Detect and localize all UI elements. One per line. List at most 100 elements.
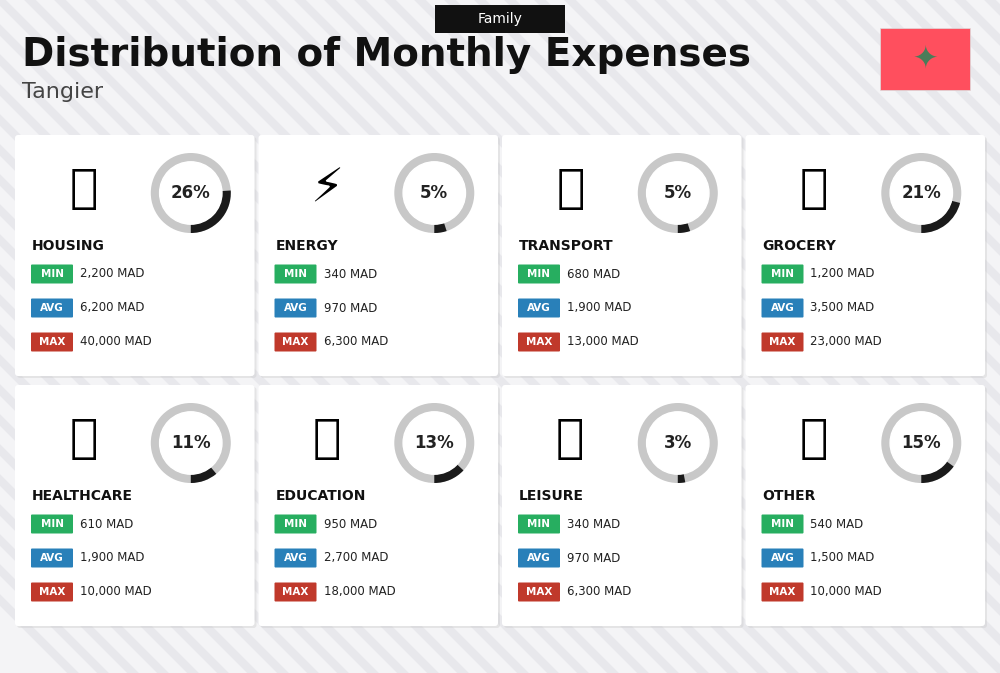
Text: MAX: MAX [39, 587, 65, 597]
Circle shape [647, 162, 709, 224]
FancyBboxPatch shape [274, 332, 316, 351]
Text: 5%: 5% [664, 184, 692, 202]
FancyBboxPatch shape [762, 583, 804, 602]
Text: TRANSPORT: TRANSPORT [519, 239, 614, 253]
FancyBboxPatch shape [518, 514, 560, 534]
Text: MAX: MAX [769, 337, 796, 347]
Wedge shape [638, 153, 718, 233]
FancyBboxPatch shape [274, 514, 316, 534]
FancyBboxPatch shape [504, 387, 744, 628]
Wedge shape [394, 153, 474, 233]
Wedge shape [638, 403, 718, 483]
Text: HEALTHCARE: HEALTHCARE [32, 489, 133, 503]
FancyBboxPatch shape [746, 135, 985, 376]
FancyBboxPatch shape [258, 135, 498, 376]
Circle shape [890, 162, 952, 224]
Text: OTHER: OTHER [763, 489, 816, 503]
Text: MIN: MIN [40, 269, 64, 279]
Text: 2,700 MAD: 2,700 MAD [324, 551, 388, 565]
Text: ENERGY: ENERGY [276, 239, 338, 253]
Text: 540 MAD: 540 MAD [810, 518, 864, 530]
FancyBboxPatch shape [762, 548, 804, 567]
Text: 10,000 MAD: 10,000 MAD [80, 586, 152, 598]
Text: 680 MAD: 680 MAD [567, 267, 620, 281]
FancyBboxPatch shape [435, 5, 565, 33]
FancyBboxPatch shape [274, 548, 316, 567]
Text: 5%: 5% [420, 184, 448, 202]
Wedge shape [151, 403, 231, 483]
FancyBboxPatch shape [31, 299, 73, 318]
Text: AVG: AVG [40, 553, 64, 563]
Text: MIN: MIN [40, 519, 64, 529]
Text: 3,500 MAD: 3,500 MAD [810, 302, 875, 314]
Text: 21%: 21% [901, 184, 941, 202]
FancyBboxPatch shape [502, 385, 742, 626]
Text: 15%: 15% [901, 434, 941, 452]
Text: MAX: MAX [526, 337, 552, 347]
Wedge shape [678, 223, 690, 233]
Text: 13%: 13% [414, 434, 454, 452]
Text: 340 MAD: 340 MAD [567, 518, 620, 530]
Text: 3%: 3% [664, 434, 692, 452]
Text: Family: Family [478, 12, 522, 26]
Text: GROCERY: GROCERY [763, 239, 836, 253]
Text: MIN: MIN [528, 269, 550, 279]
Text: Tangier: Tangier [22, 82, 103, 102]
Text: HOUSING: HOUSING [32, 239, 105, 253]
Text: EDUCATION: EDUCATION [276, 489, 366, 503]
Text: 950 MAD: 950 MAD [324, 518, 377, 530]
Wedge shape [434, 464, 463, 483]
FancyBboxPatch shape [762, 514, 804, 534]
Text: AVG: AVG [284, 303, 307, 313]
Circle shape [890, 412, 952, 474]
Wedge shape [921, 461, 954, 483]
Text: 6,300 MAD: 6,300 MAD [324, 336, 388, 349]
FancyBboxPatch shape [748, 137, 987, 378]
FancyBboxPatch shape [518, 332, 560, 351]
Text: LEISURE: LEISURE [519, 489, 584, 503]
FancyBboxPatch shape [274, 583, 316, 602]
FancyBboxPatch shape [31, 514, 73, 534]
Text: MIN: MIN [284, 519, 307, 529]
Text: 🎓: 🎓 [313, 417, 341, 462]
Text: AVG: AVG [527, 553, 551, 563]
Text: Distribution of Monthly Expenses: Distribution of Monthly Expenses [22, 36, 751, 74]
Text: 1,500 MAD: 1,500 MAD [810, 551, 875, 565]
Text: MAX: MAX [526, 587, 552, 597]
FancyBboxPatch shape [518, 299, 560, 318]
Wedge shape [881, 403, 961, 483]
FancyBboxPatch shape [746, 385, 985, 626]
Text: 1,200 MAD: 1,200 MAD [810, 267, 875, 281]
FancyBboxPatch shape [762, 264, 804, 283]
Text: 970 MAD: 970 MAD [567, 551, 620, 565]
FancyBboxPatch shape [762, 299, 804, 318]
Text: 26%: 26% [171, 184, 211, 202]
Text: 🛍️: 🛍️ [556, 417, 585, 462]
FancyBboxPatch shape [518, 264, 560, 283]
FancyBboxPatch shape [260, 137, 500, 378]
Text: 6,300 MAD: 6,300 MAD [567, 586, 631, 598]
Text: 1,900 MAD: 1,900 MAD [80, 551, 144, 565]
FancyBboxPatch shape [17, 137, 256, 378]
Wedge shape [191, 190, 231, 233]
Text: 🏢: 🏢 [69, 168, 98, 213]
Circle shape [160, 162, 222, 224]
Text: 🚌: 🚌 [556, 168, 585, 213]
Text: 2,200 MAD: 2,200 MAD [80, 267, 144, 281]
FancyBboxPatch shape [258, 385, 498, 626]
Text: 🛒: 🛒 [800, 168, 828, 213]
Text: MAX: MAX [39, 337, 65, 347]
Wedge shape [678, 474, 685, 483]
Text: MIN: MIN [771, 269, 794, 279]
Text: 23,000 MAD: 23,000 MAD [810, 336, 882, 349]
Wedge shape [151, 153, 231, 233]
Text: 970 MAD: 970 MAD [324, 302, 377, 314]
Wedge shape [881, 153, 961, 233]
Circle shape [403, 162, 465, 224]
Text: MAX: MAX [282, 337, 309, 347]
FancyBboxPatch shape [274, 264, 316, 283]
FancyBboxPatch shape [260, 387, 500, 628]
FancyBboxPatch shape [518, 583, 560, 602]
Text: 13,000 MAD: 13,000 MAD [567, 336, 639, 349]
FancyBboxPatch shape [15, 135, 254, 376]
